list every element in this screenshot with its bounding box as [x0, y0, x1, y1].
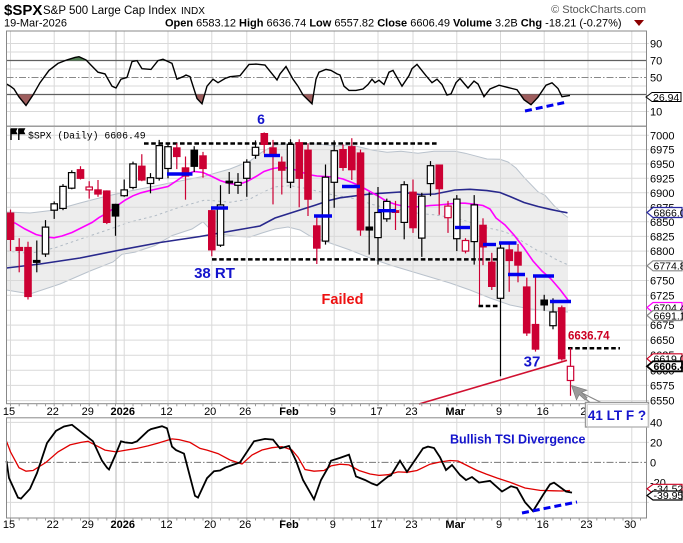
svg-text:6606.49: 6606.49 — [654, 361, 683, 373]
svg-text:Mar: Mar — [445, 519, 465, 531]
svg-text:12: 12 — [160, 406, 172, 418]
svg-text:S&P 500 Large Cap Index: S&P 500 Large Cap Index — [43, 5, 177, 17]
svg-text:17: 17 — [370, 406, 382, 418]
svg-text:Failed: Failed — [322, 292, 364, 308]
svg-text:6975: 6975 — [650, 145, 674, 157]
svg-text:70: 70 — [650, 56, 662, 68]
svg-text:29: 29 — [82, 519, 94, 531]
svg-text:2026: 2026 — [111, 406, 135, 418]
svg-text:23: 23 — [405, 406, 417, 418]
svg-text:9: 9 — [330, 519, 336, 531]
svg-text:Mar: Mar — [445, 406, 465, 418]
svg-text:6691.19: 6691.19 — [654, 310, 683, 322]
svg-text:6575: 6575 — [650, 380, 674, 392]
svg-text:INDX: INDX — [181, 6, 205, 17]
svg-text:12: 12 — [160, 519, 172, 531]
svg-text:6636.74: 6636.74 — [568, 331, 610, 343]
svg-text:50: 50 — [650, 73, 662, 85]
svg-text:6550: 6550 — [650, 396, 674, 408]
svg-text:26.94: 26.94 — [653, 92, 679, 104]
svg-text:6750: 6750 — [650, 276, 674, 288]
svg-text:6850: 6850 — [650, 217, 674, 229]
svg-text:6925: 6925 — [650, 173, 674, 185]
svg-text:6900: 6900 — [650, 188, 674, 200]
svg-text:Feb: Feb — [279, 406, 299, 418]
svg-text:16: 16 — [537, 519, 549, 531]
svg-text:$SPX (Daily) 6606.49: $SPX (Daily) 6606.49 — [28, 131, 146, 142]
svg-text:22: 22 — [47, 519, 59, 531]
svg-text:6774.89: 6774.89 — [654, 261, 683, 273]
svg-text:20: 20 — [204, 519, 216, 531]
svg-text:20: 20 — [204, 406, 216, 418]
svg-text:37: 37 — [524, 354, 541, 371]
svg-text:20: 20 — [650, 437, 662, 449]
svg-text:38 RT: 38 RT — [194, 265, 235, 282]
svg-text:Feb: Feb — [279, 519, 299, 531]
svg-text:90: 90 — [650, 39, 662, 51]
svg-text:29: 29 — [82, 406, 94, 418]
svg-text:30: 30 — [624, 519, 636, 531]
svg-text:26: 26 — [239, 406, 251, 418]
svg-text:17: 17 — [370, 519, 382, 531]
svg-text:9: 9 — [496, 519, 502, 531]
svg-text:41 LT F ?: 41 LT F ? — [588, 408, 646, 423]
svg-text:$SPX: $SPX — [4, 2, 42, 19]
svg-text:0: 0 — [650, 457, 656, 469]
svg-text:19-Mar-2026: 19-Mar-2026 — [4, 18, 67, 30]
svg-text:2026: 2026 — [111, 519, 135, 531]
svg-text:6800: 6800 — [650, 246, 674, 258]
svg-text:Open 6583.12 High 6636.74 Low: Open 6583.12 High 6636.74 Low 6557.82 Cl… — [165, 18, 622, 30]
svg-text:40: 40 — [650, 417, 662, 429]
svg-text:26: 26 — [239, 519, 251, 531]
svg-text:15: 15 — [3, 406, 15, 418]
svg-text:6: 6 — [257, 111, 265, 127]
svg-text:6950: 6950 — [650, 159, 674, 171]
svg-text:9: 9 — [330, 406, 336, 418]
svg-text:7000: 7000 — [650, 130, 674, 142]
svg-text:9: 9 — [496, 406, 502, 418]
svg-text:© StockCharts.com: © StockCharts.com — [551, 4, 646, 16]
svg-text:10: 10 — [650, 107, 662, 119]
svg-text:16: 16 — [537, 406, 549, 418]
svg-text:6866.05: 6866.05 — [654, 207, 683, 219]
svg-text:Bullish TSI Divergence: Bullish TSI Divergence — [450, 433, 586, 447]
svg-text:6825: 6825 — [650, 231, 674, 243]
svg-text:6725: 6725 — [650, 290, 674, 302]
svg-text:6650: 6650 — [650, 335, 674, 347]
svg-text:23: 23 — [580, 519, 592, 531]
svg-text:6675: 6675 — [650, 320, 674, 332]
svg-text:15: 15 — [3, 519, 15, 531]
svg-text:23: 23 — [405, 519, 417, 531]
svg-text:-39.95: -39.95 — [654, 490, 683, 502]
svg-text:22: 22 — [47, 406, 59, 418]
